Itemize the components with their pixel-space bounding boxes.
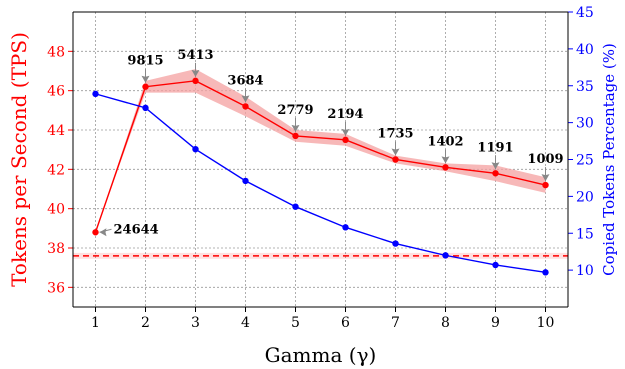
copied-percentage-line — [95, 93, 546, 274]
left-y-axis-title: Tokens per Second (TPS) — [7, 32, 31, 287]
copied-percentage-point — [292, 203, 299, 210]
copied-percentage-point — [492, 261, 499, 269]
x-tick-label: 7 — [391, 315, 400, 331]
tps-point — [342, 136, 349, 144]
x-tick-label: 4 — [241, 315, 250, 331]
left-y-tick-label: 42 — [47, 162, 65, 178]
left-y-tick-label: 40 — [47, 202, 65, 218]
x-tick-label: 1 — [91, 315, 100, 331]
reference-band — [73, 252, 568, 259]
left-y-tick-label: 46 — [47, 84, 65, 100]
tps-point — [242, 103, 249, 110]
x-tick-label: 8 — [441, 315, 450, 331]
left-y-tick-label: 44 — [47, 123, 65, 139]
annotation-label: 2194 — [327, 107, 363, 122]
annotation-label: 1402 — [427, 134, 463, 149]
annotations: 24644 9815 5413 3684 2779 2194 1735 1402 1191 100… — [99, 48, 564, 237]
copied-percentage-point — [92, 90, 99, 98]
annotation-arrowhead — [291, 124, 300, 132]
right-y-tick-label: 15 — [576, 226, 594, 242]
tps-line — [94, 80, 546, 233]
annotation-label: 1191 — [477, 140, 513, 155]
baseline-reference — [73, 252, 568, 259]
right-y-tick-label: 25 — [576, 153, 594, 169]
annotation-label: 9815 — [127, 54, 163, 69]
x-tick-label: 3 — [191, 315, 200, 331]
right-y-tick-label: 45 — [576, 5, 594, 21]
annotation-label: 3684 — [227, 73, 263, 88]
tps-point — [192, 77, 199, 85]
annotation-arrowhead — [541, 174, 550, 182]
annotation-label: 24644 — [114, 222, 159, 237]
annotation-arrowhead — [491, 162, 500, 170]
copied-percentage-point — [142, 104, 149, 112]
left-y-tick-label: 38 — [47, 241, 65, 257]
annotation-arrowhead — [191, 69, 200, 77]
copied-percentage-point — [542, 269, 549, 276]
right-y-tick-label: 10 — [576, 263, 594, 279]
tps-point — [292, 132, 299, 140]
tps-point — [492, 170, 499, 177]
axes — [68, 11, 573, 312]
annotation-arrowhead — [391, 148, 400, 156]
tps-point — [92, 229, 99, 236]
tps-point — [142, 83, 149, 90]
tps-point — [542, 181, 549, 189]
right-y-tick-label: 20 — [576, 189, 594, 205]
x-axis-title: Gamma (γ) — [265, 343, 377, 367]
series-lines — [92, 77, 549, 276]
right-y-tick-label: 35 — [576, 79, 594, 95]
tps-point — [392, 156, 399, 163]
x-tick-label: 10 — [537, 315, 555, 331]
x-tick-label: 6 — [341, 315, 350, 331]
annotation-arrowhead — [241, 95, 250, 103]
annotation-arrowhead — [441, 156, 450, 164]
left-y-tick-label: 48 — [47, 44, 65, 60]
x-tick-label: 5 — [291, 315, 300, 331]
copied-percentage-point — [392, 240, 399, 247]
annotation-label: 1735 — [377, 127, 413, 142]
annotation-label: 1009 — [527, 152, 563, 167]
right-y-tick-label: 40 — [576, 42, 594, 58]
tick-labels: 1 2 3 4 5 6 7 8 9 1036384042444648101520253035404… — [47, 5, 594, 331]
tps-point — [442, 164, 449, 171]
annotation-arrowhead — [341, 128, 350, 136]
x-tick-label: 9 — [491, 315, 500, 331]
annotation-arrowhead — [99, 228, 107, 237]
x-tick-label: 2 — [141, 315, 150, 331]
copied-percentage-point — [192, 145, 199, 153]
left-y-tick-label: 36 — [47, 280, 65, 296]
right-y-tick-label: 30 — [576, 116, 594, 132]
annotation-arrowhead — [141, 75, 150, 83]
annotation-label: 2779 — [277, 103, 313, 118]
annotation-label: 5413 — [177, 48, 213, 63]
copied-percentage-point — [442, 252, 449, 259]
copied-percentage-point — [342, 224, 349, 231]
copied-percentage-point — [242, 177, 249, 185]
right-y-axis-title: Copied Tokens Percentage (%) — [600, 43, 618, 276]
